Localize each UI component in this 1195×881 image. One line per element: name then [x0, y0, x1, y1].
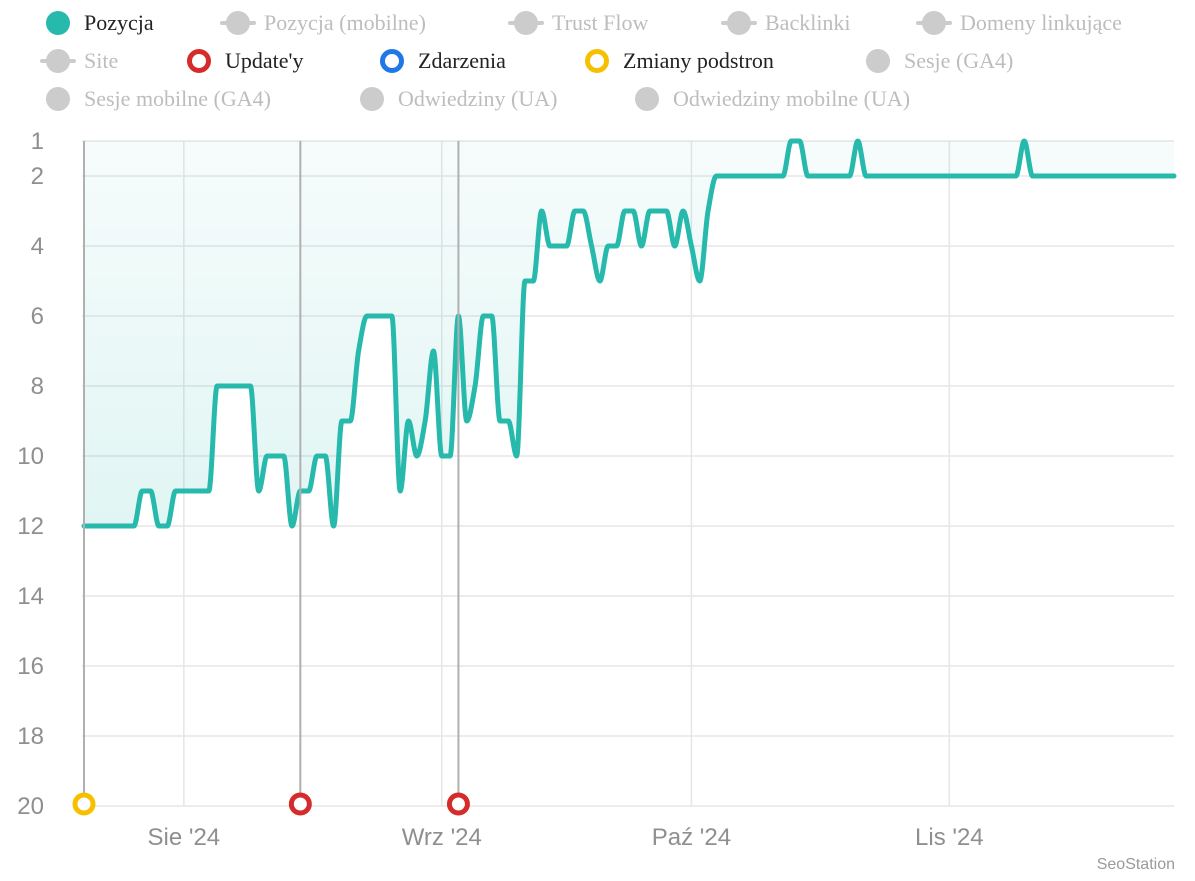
legend-item-5[interactable]: Site [40, 48, 119, 73]
x-tick-label: Wrz '24 [402, 824, 482, 851]
event-marker-icon [72, 792, 96, 816]
y-tick-label: 1 [31, 128, 44, 155]
y-tick-label: 6 [31, 303, 44, 330]
legend-label: Zdarzenia [418, 48, 506, 73]
legend-label: Trust Flow [552, 10, 649, 35]
y-tick-label: 14 [17, 583, 44, 610]
y-tick-label: 8 [31, 373, 44, 400]
legend-item-3[interactable]: Backlinki [721, 10, 851, 35]
chart-legend: Pozycja Pozycja (mobilne) Trust Flow Backli… [0, 0, 1195, 125]
y-tick-label: 4 [31, 233, 44, 260]
legend-label: Zmiany podstron [623, 48, 774, 73]
event-marker-icon [288, 792, 312, 816]
legend-label: Domeny linkujące [960, 10, 1122, 35]
legend-label: Odwiedziny (UA) [398, 86, 558, 111]
y-tick-label: 20 [17, 793, 44, 820]
legend-marker-icon [187, 49, 211, 73]
legend-label: Backlinki [765, 10, 851, 35]
legend-item-0[interactable]: Pozycja [46, 11, 154, 35]
legend-label: Odwiedziny mobilne (UA) [673, 86, 911, 111]
chart-credit: SeoStation [1096, 856, 1175, 873]
legend-item-2[interactable]: Trust Flow [508, 10, 649, 35]
legend-label: Sesje mobilne (GA4) [84, 86, 271, 111]
legend-marker-icon [220, 11, 256, 35]
legend-marker-icon [585, 49, 609, 73]
legend-item-11[interactable]: Odwiedziny (UA) [360, 87, 557, 111]
y-tick-label: 10 [17, 443, 44, 470]
legend-label: Site [84, 48, 119, 73]
legend-item-10[interactable]: Sesje mobilne (GA4) [46, 87, 271, 111]
legend-label: Pozycja [84, 10, 154, 35]
legend-label: Update'y [225, 48, 304, 73]
y-tick-label: 2 [31, 163, 44, 190]
series-line-0 [81, 138, 1177, 529]
legend-item-7[interactable]: Zdarzenia [380, 49, 506, 73]
legend-marker-icon [721, 11, 757, 35]
event-marker-icon [446, 792, 470, 816]
legend-item-6[interactable]: Update'y [187, 49, 304, 73]
legend-item-4[interactable]: Domeny linkujące [916, 10, 1122, 35]
legend-item-8[interactable]: Zmiany podstron [585, 49, 774, 73]
legend-label: Pozycja (mobilne) [264, 10, 426, 35]
series-area-0 [84, 141, 1174, 526]
legend-marker-icon [46, 11, 70, 35]
legend-label: Sesje (GA4) [904, 48, 1014, 73]
legend-marker-icon [916, 11, 952, 35]
legend-item-9[interactable]: Sesje (GA4) [866, 49, 1013, 73]
legend-marker-icon [46, 87, 70, 111]
x-tick-label: Sie '24 [148, 824, 221, 851]
legend-item-12[interactable]: Odwiedziny mobilne (UA) [635, 87, 910, 111]
y-tick-label: 18 [17, 723, 44, 750]
y-tick-label: 16 [17, 653, 44, 680]
legend-marker-icon [508, 11, 544, 35]
legend-item-1[interactable]: Pozycja (mobilne) [220, 10, 426, 35]
legend-marker-icon [866, 49, 890, 73]
x-tick-label: Lis '24 [915, 824, 984, 851]
legend-marker-icon [360, 87, 384, 111]
legend-marker-icon [40, 49, 76, 73]
x-tick-label: Paź '24 [652, 824, 731, 851]
y-tick-label: 12 [17, 513, 44, 540]
legend-marker-icon [635, 87, 659, 111]
legend-marker-icon [380, 49, 404, 73]
